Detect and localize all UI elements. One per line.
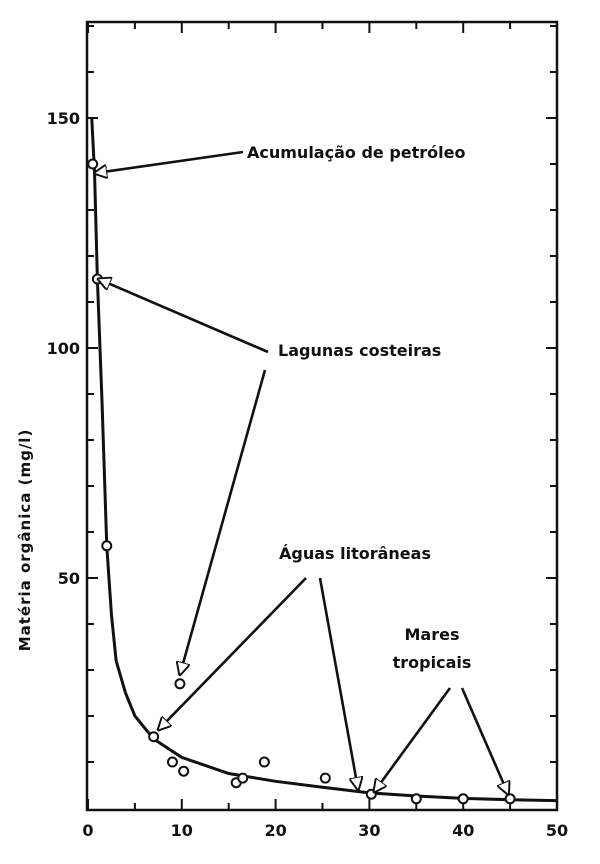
x-tick-label: 40	[452, 821, 474, 840]
annotation-mares-line2: tropicais	[393, 653, 472, 672]
x-tick-label: 20	[264, 821, 286, 840]
data-point	[148, 731, 160, 743]
annotation-petroleo: Acumulação de petróleo	[247, 143, 465, 162]
annotation-arrows	[95, 150, 509, 794]
annotation-lagunas: Lagunas costeiras	[278, 341, 441, 360]
data-point	[237, 772, 249, 784]
x-tick-label: 10	[171, 821, 193, 840]
annotation-arrow-lagunas	[98, 279, 269, 354]
annotation-arrow-mares	[460, 687, 508, 794]
data-point	[101, 540, 113, 552]
y-tick-label: 100	[47, 339, 80, 358]
data-point	[457, 793, 469, 805]
x-tick-label: 50	[546, 821, 568, 840]
x-tick-label: 0	[82, 821, 93, 840]
data-point	[504, 793, 516, 805]
annotation-arrow-aguas	[318, 577, 358, 790]
annotation-arrow-petroleo	[95, 150, 244, 173]
annotation-arrow-lagunas	[180, 369, 267, 675]
tick-labels: 0 10 20 30 40 50 50 100 150	[47, 109, 569, 840]
y-tick-label: 50	[58, 569, 80, 588]
annotation-mares-line1: Mares	[405, 625, 460, 644]
annotation-arrow-aguas	[158, 577, 307, 730]
trend-curve	[90, 117, 558, 803]
y-axis-label: Matéria orgânica (mg/l)	[16, 429, 34, 652]
data-point	[166, 756, 178, 768]
x-tick-label: 30	[358, 821, 380, 840]
data-point	[319, 772, 331, 784]
data-point	[410, 793, 422, 805]
y-tick-label: 150	[47, 109, 80, 128]
data-point	[178, 765, 190, 777]
annotation-aguas: Águas litorâneas	[279, 544, 431, 563]
plot-frame	[85, 20, 559, 812]
data-point	[87, 158, 99, 170]
annotation-arrow-mares	[374, 687, 452, 792]
axis-ticks	[87, 22, 558, 810]
data-point	[174, 678, 186, 690]
data-point	[258, 756, 270, 768]
data-points	[87, 158, 516, 805]
